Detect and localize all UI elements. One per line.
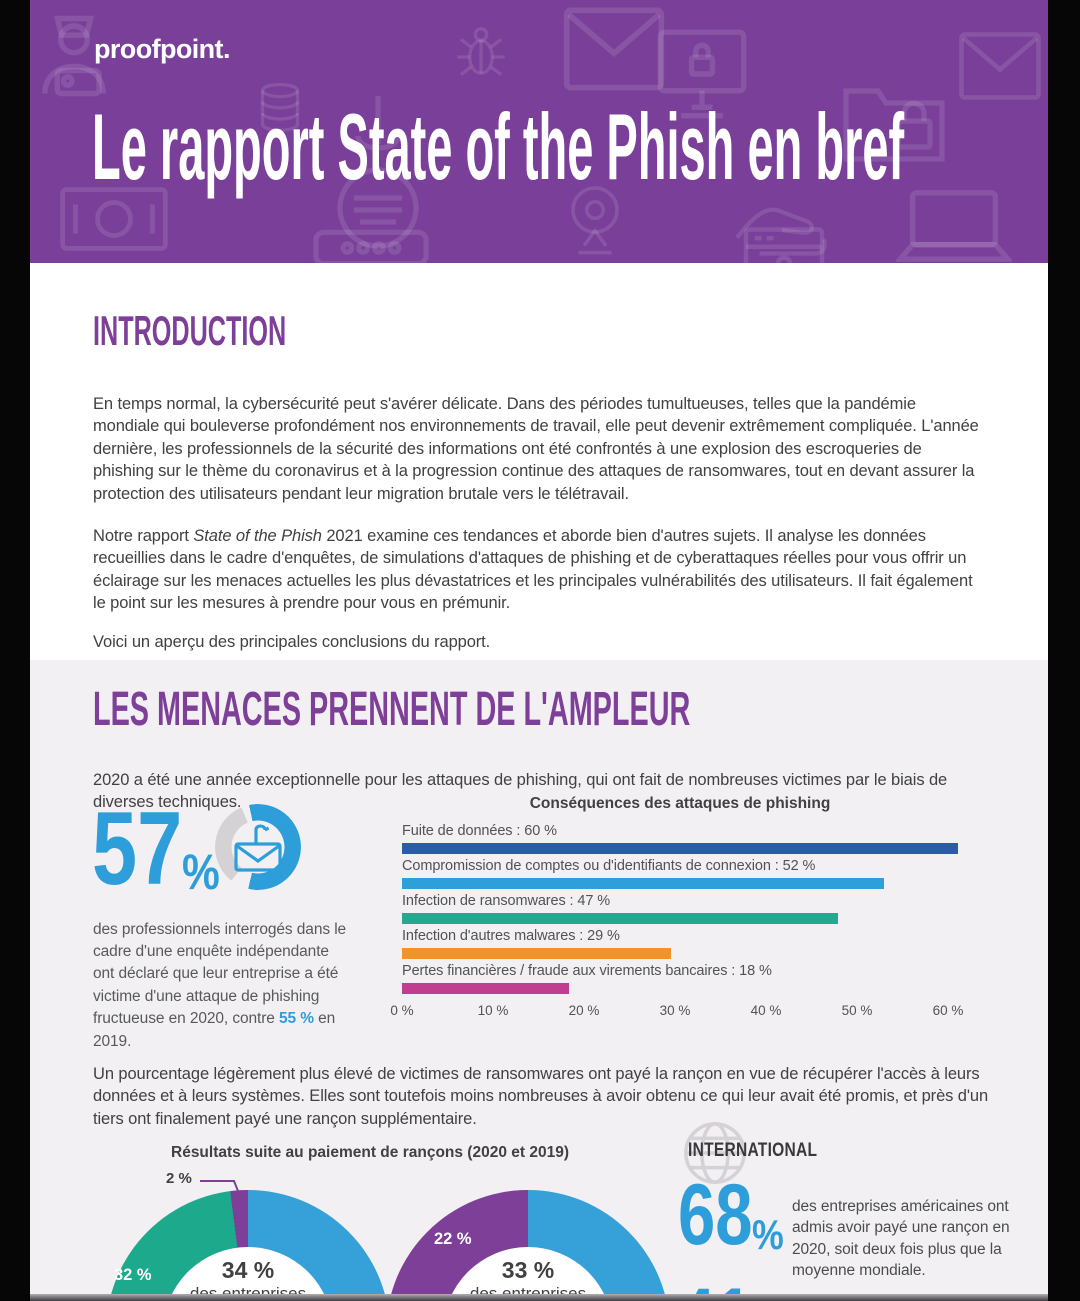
fishhook-icon <box>330 96 426 263</box>
bar <box>402 983 569 994</box>
password-field-icon <box>312 228 430 263</box>
bar-label: Infection d'autres malwares : 29 % <box>402 928 620 944</box>
stat-57-ring-chart <box>215 804 301 890</box>
bar-track <box>402 843 958 854</box>
bar-row: Infection de ransomwares : 47 % <box>402 894 962 924</box>
bar <box>402 843 958 854</box>
stat-68-value: 68 <box>678 1167 753 1263</box>
axis-tick: 10 % <box>477 1003 509 1018</box>
bar-track <box>402 913 958 924</box>
envelope-icon <box>562 6 666 92</box>
hacker-icon <box>30 4 124 108</box>
intro-paragraph-2: Notre rapport State of the Phish 2021 ex… <box>93 525 979 615</box>
bug-icon <box>450 22 512 82</box>
bar-label: Pertes financières / fraude aux virement… <box>402 963 772 979</box>
phishing-consequences-chart: Conséquences des attaques de phishing Fu… <box>390 795 963 1018</box>
donuts-title: Résultats suite au paiement de rançons (… <box>171 1144 569 1161</box>
threats-intro: 2020 a été une année exceptionnelle pour… <box>93 770 948 812</box>
axis-tick: 50 % <box>841 1003 873 1018</box>
stat-57-highlight: 55 % <box>279 1010 314 1028</box>
threats-heading: LES MENACES PRENNENT DE L'AMPLEUR <box>93 683 691 736</box>
axis-tick: 60 % <box>932 1003 964 1018</box>
globe-icon <box>680 1118 750 1188</box>
stat-57-percent-sign: % <box>182 844 220 900</box>
chart-bars: Fuite de données : 60 % Compromission de … <box>402 824 962 994</box>
envelope-icon <box>958 26 1042 106</box>
callout-line <box>200 1175 252 1199</box>
axis-tick: 40 % <box>750 1003 782 1018</box>
international-heading: INTERNATIONAL <box>688 1140 818 1161</box>
bar-label: Infection de ransomwares : 47 % <box>402 893 611 909</box>
stat-68-percent-sign: % <box>752 1211 784 1258</box>
stat-57-text-pre: des professionnels interrogés dans le ca… <box>93 920 347 1028</box>
donut-2020-teal-label: 32 % <box>114 1266 152 1284</box>
bar-row: Fuite de données : 60 % <box>402 824 962 854</box>
page-bottom-edge <box>30 1294 1048 1301</box>
intro-heading: INTRODUCTION <box>93 307 287 354</box>
phishing-envelope-hook-icon <box>229 824 287 872</box>
report-title: Le rapport State of the Phish en bref <box>92 94 905 199</box>
intro-paragraph-1: En temps normal, la cybersécurité peut s… <box>93 394 979 503</box>
hand-icon <box>730 196 834 260</box>
axis-tick: 0 % <box>390 1003 414 1018</box>
chart-x-axis: 0 % 10 % 20 % 30 % 40 % 50 % 60 % <box>390 1003 963 1019</box>
axis-tick: 30 % <box>659 1003 691 1018</box>
stat-68-text: des entreprises américaines ont admis av… <box>792 1197 1010 1280</box>
bar-track <box>402 983 958 994</box>
bar-label: Fuite de données : 60 % <box>402 823 557 839</box>
document-page: proofpoint. Le rapport State of the Phis… <box>30 0 1048 1301</box>
header-banner: proofpoint. Le rapport State of the Phis… <box>30 0 1048 263</box>
stat-57-text-post: en 2019. <box>93 1010 336 1050</box>
folder-lock-icon <box>842 68 946 170</box>
report-name-italic: State of the Phish <box>193 526 322 545</box>
axis-tick: 20 % <box>568 1003 600 1018</box>
bar-track <box>402 948 958 959</box>
chart-title: Conséquences des attaques de phishing <box>529 795 831 812</box>
webcam-icon <box>562 180 628 262</box>
intro-p2-pre: Notre rapport <box>93 526 194 545</box>
bar-label: Compromission de comptes ou d'identifian… <box>402 858 816 874</box>
bar <box>402 878 884 889</box>
proofpoint-logo: proofpoint. <box>94 34 230 64</box>
donut-2019-center-value: 33 % <box>501 1257 555 1283</box>
donut-2019-purple-label: 22 % <box>434 1230 472 1248</box>
monitor-lock-icon <box>652 24 752 124</box>
donut-2020-purple-label: 2 % <box>166 1170 192 1187</box>
bar-row: Compromission de comptes ou d'identifian… <box>402 859 962 889</box>
stat-57-value: 57 <box>92 791 183 907</box>
intro-paragraph-3: Voici un aperçu des principales conclusi… <box>93 632 491 651</box>
ransom-paragraph: Un pourcentage légèrement plus élevé de … <box>93 1064 989 1128</box>
money-bill-icon <box>58 186 170 252</box>
laptop-icon <box>894 188 1014 263</box>
browser-lock-icon <box>742 226 826 263</box>
donut-2020-center-value: 34 % <box>221 1257 275 1283</box>
stat-57-text: des professionnels interrogés dans le ca… <box>93 919 349 1053</box>
coins-icon <box>248 78 312 138</box>
bar-track <box>402 878 958 889</box>
bar-row: Pertes financières / fraude aux virement… <box>402 964 962 994</box>
intro-p2-post: 2021 examine ces tendances et aborde bie… <box>93 526 973 613</box>
bar <box>402 948 671 959</box>
bar <box>402 913 838 924</box>
bar-row: Infection d'autres malwares : 29 % <box>402 929 962 959</box>
